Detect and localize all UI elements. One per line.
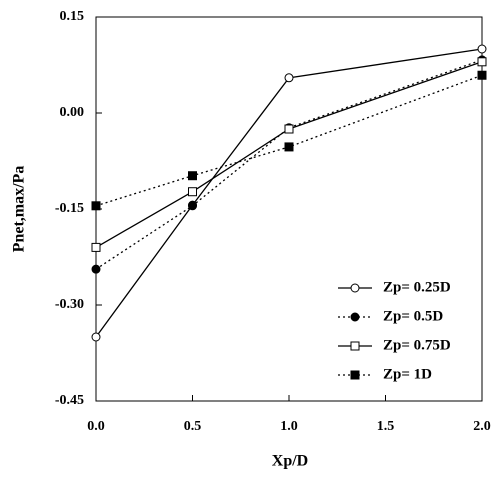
marker [188, 171, 197, 181]
marker [477, 44, 487, 54]
series-line [95, 59, 483, 270]
x-tick-label: 2.0 [473, 419, 491, 434]
legend-marker [350, 312, 360, 322]
marker [188, 201, 197, 211]
legend-label: Zp= 1D [383, 366, 432, 382]
marker [284, 73, 294, 83]
marker [91, 201, 101, 211]
series-line [95, 74, 483, 207]
marker [284, 124, 294, 134]
marker [477, 57, 487, 67]
legend-marker [350, 341, 360, 351]
legend-label: Zp= 0.5D [383, 308, 443, 324]
legend-marker [350, 283, 360, 293]
x-tick-label: 1.5 [377, 419, 395, 434]
y-tick-label: -0.30 [55, 297, 84, 312]
legend-label: Zp= 0.75D [383, 337, 451, 353]
marker [91, 264, 101, 274]
y-tick-label: -0.45 [55, 393, 84, 408]
y-tick-label: 0.15 [60, 9, 85, 24]
series-line [95, 48, 483, 338]
y-tick-label: -0.15 [55, 201, 84, 216]
marker [284, 142, 294, 152]
y-axis-label: Pnet,max/Pa [11, 166, 28, 253]
x-tick-label: 0.0 [87, 419, 105, 434]
marker [477, 70, 487, 80]
series-line [95, 61, 483, 248]
y-tick-label: 0.00 [60, 105, 85, 120]
marker [91, 332, 101, 342]
x-tick-label: 1.0 [280, 419, 298, 434]
x-tick-label: 0.5 [184, 419, 202, 434]
x-axis-label: Xp/D [272, 453, 308, 470]
marker [188, 187, 197, 197]
legend-label: Zp= 0.25D [383, 279, 451, 295]
marker [91, 242, 101, 252]
legend-marker [350, 370, 360, 380]
